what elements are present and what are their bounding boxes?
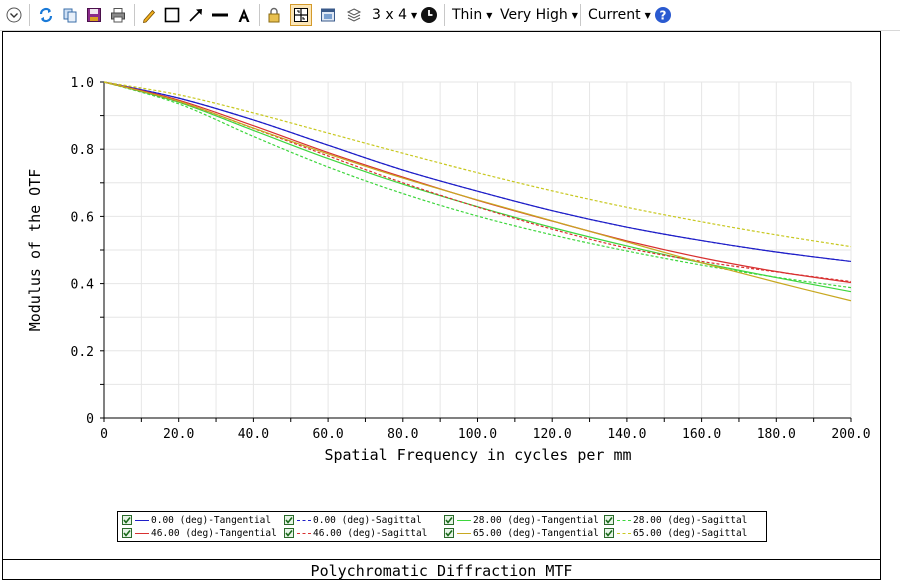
legend-swatch xyxy=(457,532,471,534)
y-tick-label: 0.2 xyxy=(71,345,94,360)
window-icon[interactable] xyxy=(319,6,337,24)
chart-axes xyxy=(100,81,852,422)
text-tool-icon[interactable] xyxy=(235,6,253,24)
x-tick-label: 140.0 xyxy=(607,427,646,442)
legend-item[interactable]: 65.00 (deg)-Sagittal xyxy=(604,527,747,539)
legend-swatch xyxy=(297,519,311,521)
toolbar-separator xyxy=(580,4,581,26)
x-tick-label: 40.0 xyxy=(238,427,269,442)
zoom-grid-icon[interactable] xyxy=(290,4,312,26)
dropdown-caret-icon: ▼ xyxy=(411,10,418,20)
save-icon[interactable] xyxy=(85,6,103,24)
legend-label: 46.00 (deg)-Tangential xyxy=(151,527,277,539)
legend-item[interactable]: 0.00 (deg)-Sagittal xyxy=(284,514,422,526)
legend-item[interactable]: 0.00 (deg)-Tangential xyxy=(122,514,271,526)
legend-swatch xyxy=(457,519,471,521)
print-icon[interactable] xyxy=(109,6,127,24)
dropdown-caret-icon: ▼ xyxy=(571,10,578,20)
legend-label: 46.00 (deg)-Sagittal xyxy=(313,527,428,539)
checkbox-checked-icon[interactable] xyxy=(604,528,614,538)
y-axis-label: Modulus of the OTF xyxy=(26,169,44,332)
refresh-icon[interactable] xyxy=(37,6,55,24)
y-tick-label: 1.0 xyxy=(71,76,94,91)
legend-label: 28.00 (deg)-Tangential xyxy=(473,514,599,526)
legend-label: 0.00 (deg)-Tangential xyxy=(151,514,272,526)
legend-swatch xyxy=(135,519,149,521)
layout-dropdown-label: 3 x 4 xyxy=(372,7,407,23)
x-tick-label: 80.0 xyxy=(387,427,418,442)
svg-text:?: ? xyxy=(660,9,667,23)
x-tick-label: 120.0 xyxy=(533,427,572,442)
checkbox-checked-icon[interactable] xyxy=(122,515,132,525)
checkbox-checked-icon[interactable] xyxy=(284,515,294,525)
y-tick-label: 0.8 xyxy=(71,143,94,158)
series-line xyxy=(103,81,852,302)
legend-item[interactable]: 46.00 (deg)-Tangential xyxy=(122,527,277,539)
toolbar-separator xyxy=(444,4,445,26)
help-icon[interactable]: ? xyxy=(654,6,672,24)
chart-legend: 0.00 (deg)-Tangential 0.00 (deg)-Sagittal… xyxy=(117,511,767,542)
x-tick-label: 160.0 xyxy=(682,427,721,442)
checkbox-checked-icon[interactable] xyxy=(444,515,454,525)
y-tick-label: 0.4 xyxy=(71,278,95,293)
chart-grid xyxy=(103,81,852,419)
legend-item[interactable]: 28.00 (deg)-Tangential xyxy=(444,514,599,526)
toolbar: 3 x 4 ▼ Thin ▼ Very High ▼ Current ▼ ? xyxy=(0,0,900,31)
x-tick-label: 60.0 xyxy=(312,427,343,442)
layout-dropdown[interactable]: 3 x 4 ▼ xyxy=(372,6,417,24)
checkbox-checked-icon[interactable] xyxy=(444,528,454,538)
legend-label: 65.00 (deg)-Sagittal xyxy=(633,527,748,539)
line-width-dropdown[interactable]: Thin ▼ xyxy=(452,6,492,24)
checkbox-checked-icon[interactable] xyxy=(284,528,294,538)
y-tick-label: 0.6 xyxy=(71,210,94,225)
toolbar-separator xyxy=(259,4,260,26)
x-tick-label: 100.0 xyxy=(458,427,497,442)
chart-tick-labels: 0 20.0 40.0 60.0 80.0 100.0 120.0 140.0 160.0 180… xyxy=(71,76,871,442)
collapse-chevron-icon[interactable] xyxy=(6,6,22,24)
x-tick-label: 200.0 xyxy=(831,427,870,442)
quality-dropdown-label: Very High xyxy=(500,7,568,23)
line-icon[interactable] xyxy=(210,6,230,24)
series-line xyxy=(103,81,852,293)
chart-series xyxy=(103,81,852,302)
y-tick-label: 0 xyxy=(86,412,94,427)
copy-icon[interactable] xyxy=(61,6,79,24)
series-line xyxy=(103,81,852,263)
rectangle-icon[interactable] xyxy=(163,6,181,24)
legend-swatch xyxy=(297,532,311,534)
legend-label: 65.00 (deg)-Tangential xyxy=(473,527,599,539)
checkbox-checked-icon[interactable] xyxy=(604,515,614,525)
legend-label: 0.00 (deg)-Sagittal xyxy=(313,514,422,526)
config-dropdown-label: Current xyxy=(588,7,641,23)
arrow-icon[interactable] xyxy=(187,6,205,24)
layers-icon[interactable] xyxy=(345,6,363,24)
series-line xyxy=(103,81,852,248)
line-width-dropdown-label: Thin xyxy=(452,7,483,23)
toolbar-separator xyxy=(29,4,30,26)
x-tick-label: 20.0 xyxy=(163,427,194,442)
legend-swatch xyxy=(617,519,631,521)
x-tick-label: 180.0 xyxy=(757,427,796,442)
pencil-icon[interactable] xyxy=(140,6,158,24)
legend-item[interactable]: 28.00 (deg)-Sagittal xyxy=(604,514,747,526)
x-tick-label: 0 xyxy=(100,427,108,442)
legend-swatch xyxy=(135,532,149,534)
lock-icon[interactable] xyxy=(265,6,283,24)
config-dropdown[interactable]: Current ▼ xyxy=(588,6,651,24)
clock-icon[interactable] xyxy=(420,6,438,24)
x-axis-label: Spatial Frequency in cycles per mm xyxy=(324,446,631,464)
legend-item[interactable]: 65.00 (deg)-Tangential xyxy=(444,527,599,539)
legend-swatch xyxy=(617,532,631,534)
plot-frame xyxy=(2,31,881,580)
checkbox-checked-icon[interactable] xyxy=(122,528,132,538)
chart-title: Polychromatic Diffraction MTF xyxy=(2,559,881,581)
dropdown-caret-icon: ▼ xyxy=(644,10,651,20)
dropdown-caret-icon: ▼ xyxy=(486,10,493,20)
legend-label: 28.00 (deg)-Sagittal xyxy=(633,514,748,526)
toolbar-separator xyxy=(134,4,135,26)
quality-dropdown[interactable]: Very High ▼ xyxy=(500,6,578,24)
legend-item[interactable]: 46.00 (deg)-Sagittal xyxy=(284,527,427,539)
